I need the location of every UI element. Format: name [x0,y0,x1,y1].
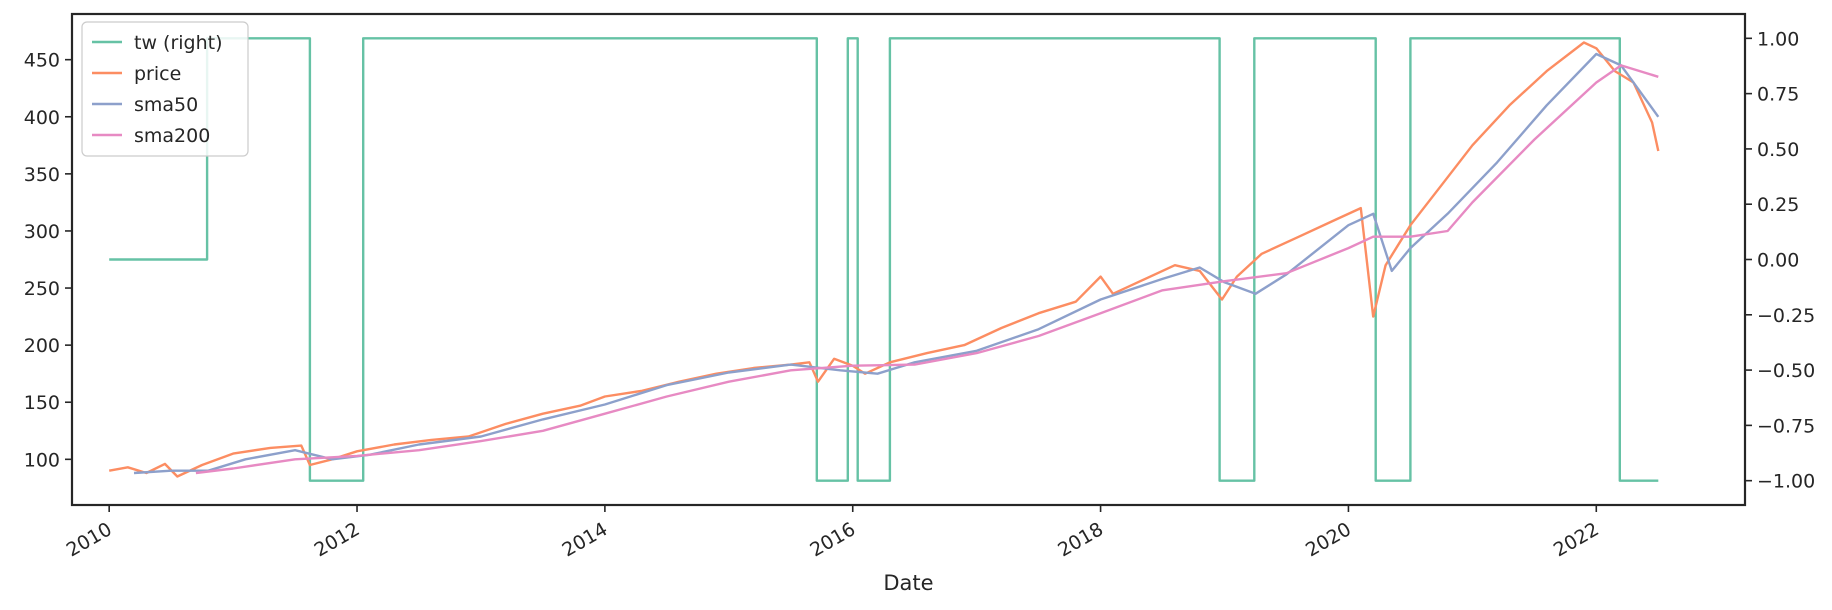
y-right-tick-label: 0.00 [1757,250,1799,272]
y-left-tick-label: 100 [24,449,60,471]
y-left-tick-label: 200 [24,335,60,357]
y-right-tick-label: −0.25 [1757,305,1815,327]
x-tick-label: 2022 [1550,518,1603,561]
y-right-tick-label: 0.25 [1757,194,1799,216]
x-axis-label: Date [883,571,933,595]
series-line-1 [108,41,1660,478]
y-left-tick-label: 250 [24,278,60,300]
legend-label: price [134,63,181,85]
x-tick-label: 2020 [1302,518,1355,561]
y-left-tick-label: 300 [24,221,60,243]
x-tick-label: 2018 [1054,518,1107,561]
y-right-tick-label: −0.50 [1757,360,1815,382]
legend-label: tw (right) [134,32,223,54]
y-left-tick-label: 350 [24,164,60,186]
x-tick-label: 2010 [63,518,116,561]
x-tick-label: 2014 [559,518,612,561]
series-layer [108,37,1660,482]
y-left-tick-label: 450 [24,50,60,72]
y-left-tick-label: 150 [24,392,60,414]
legend-label: sma200 [134,125,210,147]
y-left-tick-label: 400 [24,107,60,129]
y-right-tick-label: −0.75 [1757,415,1815,437]
legend-label: sma50 [134,94,198,116]
series-line-3 [195,64,1659,475]
y-right-axis: −1.00 −0.75 −0.50 −0.25 0.00 0.25 0.50 0.75 1.00 [1745,28,1815,493]
x-axis: 2010 2012 2014 2016 2018 2020 2022 [63,505,1603,562]
x-tick-label: 2012 [311,518,364,561]
legend: tw (right) price sma50 sma200 [81,21,249,157]
y-right-tick-label: 0.75 [1757,84,1799,106]
y-right-tick-label: 1.00 [1757,28,1799,50]
x-tick-label: 2016 [806,518,859,561]
legend-box [81,21,249,157]
y-right-tick-label: 0.50 [1757,139,1799,161]
plot-frame [70,12,1747,507]
y-right-tick-label: −1.00 [1757,471,1815,493]
y-left-axis: 100 150 200 250 300 350 400 450 [24,50,72,471]
series-line-0 [109,37,1659,482]
